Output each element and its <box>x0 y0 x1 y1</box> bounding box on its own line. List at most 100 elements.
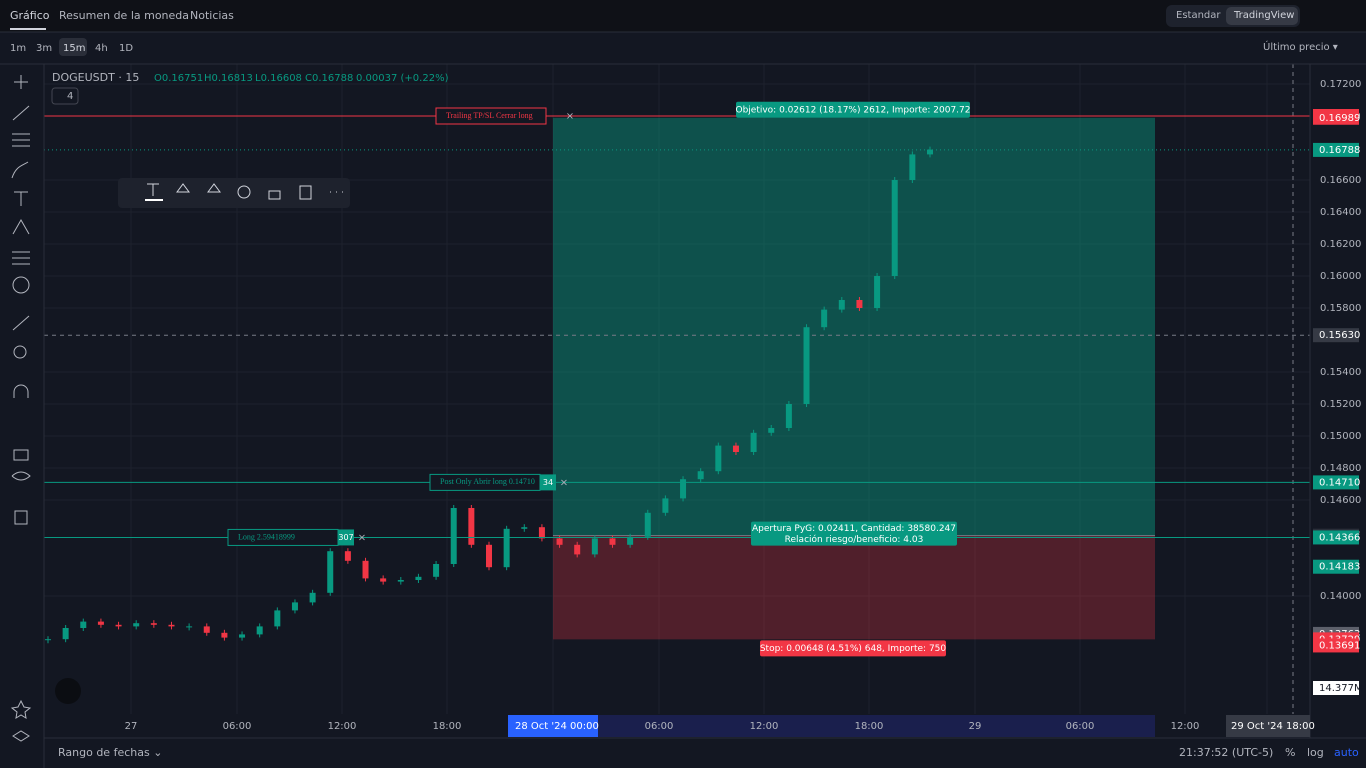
candle <box>874 276 881 308</box>
position-label-box <box>736 101 970 118</box>
candle <box>644 512 651 537</box>
position-label-box <box>760 640 946 657</box>
candle <box>203 626 210 633</box>
stop-zone <box>553 535 1155 640</box>
tab[interactable]: Resumen de la moneda <box>59 9 189 22</box>
order-qty-box <box>540 474 556 491</box>
y-tick-label: 0.14000 <box>1320 591 1361 602</box>
y-tick-label: 0.15200 <box>1320 399 1361 410</box>
candle <box>627 536 634 545</box>
y-tick-label: 0.15400 <box>1320 367 1361 378</box>
x-tick-label: 18:00 <box>433 721 462 732</box>
lock[interactable] <box>268 190 281 200</box>
fib-tool[interactable] <box>12 133 30 147</box>
candle <box>168 624 175 627</box>
order-close[interactable]: × <box>560 477 568 488</box>
x-tick-label: 28 Oct '24 00:00 <box>515 721 599 732</box>
ohlc: H0.16813 <box>204 73 253 84</box>
candle <box>45 639 51 641</box>
change: 0.00037 (+0.22%) <box>356 73 449 84</box>
date-range[interactable]: Rango de fechas ⌄ <box>58 746 162 759</box>
lock-tool[interactable] <box>13 449 29 461</box>
crosshair-tool[interactable] <box>14 75 28 89</box>
candle <box>662 498 669 513</box>
candle <box>150 623 157 625</box>
order-close[interactable]: × <box>566 111 574 122</box>
price-tag <box>1313 530 1359 545</box>
x-tick-label: 12:00 <box>750 721 779 732</box>
tab[interactable]: Gráfico <box>10 9 50 22</box>
ohlc: O0.16751 <box>154 73 203 84</box>
price-tag-label: 0.14710 <box>1319 477 1360 488</box>
candle <box>221 632 228 638</box>
order-close[interactable]: × <box>358 532 366 543</box>
price-source[interactable]: Último precio ▾ <box>1263 40 1338 53</box>
forecast-tool[interactable] <box>12 251 30 265</box>
candle <box>909 154 916 180</box>
border-color[interactable] <box>207 183 221 193</box>
mode[interactable]: Estandar <box>1176 10 1221 21</box>
left-toolbar <box>10 75 32 742</box>
log[interactable]: log <box>1307 746 1324 759</box>
zoom-tool[interactable] <box>13 345 27 359</box>
emoji-tool[interactable] <box>12 276 30 294</box>
delete[interactable] <box>299 185 312 200</box>
fill-color[interactable] <box>176 183 190 193</box>
settings[interactable] <box>237 185 251 199</box>
time-highlight <box>1226 715 1310 737</box>
text-tool[interactable] <box>14 191 28 206</box>
x-tick-label: 29 Oct '24 18:00 <box>1231 721 1315 732</box>
tab[interactable]: Noticias <box>190 9 234 22</box>
x-tick-label: 06:00 <box>223 721 252 732</box>
order-qty: 34 <box>543 478 553 487</box>
text-style[interactable] <box>147 183 159 196</box>
x-tick-label: 27 <box>125 721 138 732</box>
timeframe[interactable]: 1D <box>119 43 133 54</box>
position-label: Objetivo: 0.02612 (18.17%) 2612, Importe… <box>735 105 970 115</box>
candle <box>62 628 69 640</box>
percent[interactable]: % <box>1285 746 1295 759</box>
timeframe[interactable]: 4h <box>95 43 108 54</box>
layers[interactable] <box>12 730 30 742</box>
candle <box>785 404 792 428</box>
timeframe[interactable]: 3m <box>36 43 52 54</box>
position-label: Stop: 0.00648 (4.51%) 648, Importe: 750 <box>760 644 947 654</box>
candle <box>768 428 775 433</box>
magnet-tool[interactable] <box>13 384 29 398</box>
candle <box>309 592 316 603</box>
favorites[interactable] <box>10 699 32 719</box>
position-label-box <box>751 521 957 546</box>
candle <box>380 578 387 582</box>
candle <box>415 576 422 580</box>
y-tick-label: 0.17200 <box>1320 79 1361 90</box>
delete-tool[interactable] <box>14 510 28 525</box>
candle <box>115 624 122 627</box>
drawing-tools <box>145 183 343 201</box>
visibility-tool[interactable] <box>11 471 31 481</box>
order-label: Long 2.59418999 <box>238 532 295 541</box>
price-tag <box>1313 110 1359 125</box>
position-label: Relación riesgo/beneficio: 4.03 <box>785 534 924 545</box>
y-tick-label: 0.16600 <box>1320 175 1361 186</box>
candle <box>133 623 140 627</box>
candle <box>927 149 933 155</box>
ruler-tool[interactable] <box>12 315 30 331</box>
indicator-toggle[interactable] <box>51 87 79 105</box>
indicator-count[interactable]: 4 <box>67 91 73 102</box>
order-qty: 307 <box>338 533 353 542</box>
line-tool[interactable] <box>12 105 30 121</box>
candle <box>97 621 104 625</box>
pattern-tool[interactable] <box>12 218 30 235</box>
y-tick-label: 0.16400 <box>1320 207 1361 218</box>
timeframe[interactable]: 15m <box>63 43 85 54</box>
timeframe[interactable]: 1m <box>10 43 26 54</box>
auto[interactable]: auto <box>1334 746 1359 759</box>
volume-tag-label: 14.377M <box>1319 683 1363 694</box>
brush-tool[interactable] <box>11 161 29 179</box>
y-tick-label: 0.15000 <box>1320 431 1361 442</box>
mode[interactable]: TradingView <box>1233 10 1294 21</box>
candle <box>821 309 828 328</box>
candle <box>291 602 298 611</box>
candle <box>468 508 475 545</box>
